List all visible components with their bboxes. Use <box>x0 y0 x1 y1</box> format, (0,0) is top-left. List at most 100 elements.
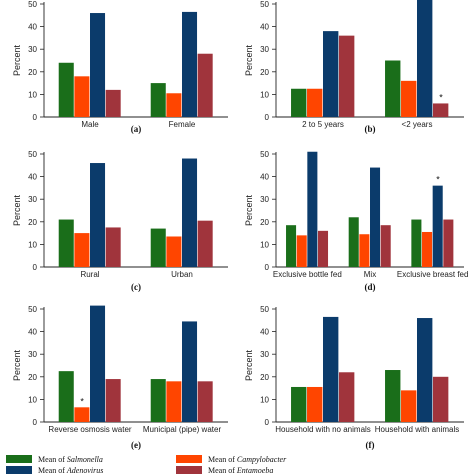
y-tick-label: 10 <box>28 240 37 249</box>
bar-entamoeba <box>338 35 355 117</box>
bar-salmonella <box>385 60 401 117</box>
bar-adenovirus <box>90 305 106 422</box>
y-tick-label: 0 <box>33 418 38 427</box>
legend-item-campylobacter: Mean of Campylobacter <box>176 455 287 464</box>
y-tick-label: 50 <box>260 150 269 159</box>
y-tick-label: 20 <box>28 218 37 227</box>
bar-campylobacter <box>401 80 417 117</box>
bar-entamoeba <box>197 220 213 267</box>
bar-adenovirus <box>417 318 433 422</box>
bar-salmonella <box>150 379 166 422</box>
bar-entamoeba <box>105 379 121 422</box>
bar-campylobacter <box>401 390 417 422</box>
bar-adenovirus <box>182 158 198 267</box>
y-tick-label: 40 <box>28 328 37 337</box>
panel-caption: (b) <box>365 124 376 134</box>
bar-salmonella <box>291 386 307 422</box>
y-tick-label: 40 <box>28 23 37 32</box>
bar-campylobacter <box>166 93 182 117</box>
y-tick-label: 20 <box>260 68 269 77</box>
panel-caption: (d) <box>365 282 376 292</box>
x-tick-label: Rural <box>80 270 99 279</box>
bar-entamoeba <box>380 225 391 267</box>
bar-entamoeba <box>197 381 213 422</box>
chart-panel-6: 0 10 20 30 40 50 Percent Household with no anim… <box>244 305 464 450</box>
y-tick-label: 30 <box>260 350 269 359</box>
panel-caption: (a) <box>131 124 142 134</box>
y-axis-label: Percent <box>12 349 22 381</box>
y-tick-label: 40 <box>260 173 269 182</box>
bar-campylobacter <box>296 235 307 267</box>
bar-adenovirus <box>307 151 318 267</box>
legend-label: Mean of Entamoeba <box>208 466 273 474</box>
y-axis-label: Percent <box>12 44 22 76</box>
bar-campylobacter <box>166 381 182 422</box>
bar-adenovirus <box>182 321 198 422</box>
y-tick-label: 40 <box>28 173 37 182</box>
bar-adenovirus <box>323 316 339 422</box>
bar-campylobacter <box>307 386 323 422</box>
legend-label: Mean of Salmonella <box>38 455 103 464</box>
bar-campylobacter <box>74 233 90 267</box>
bar-adenovirus <box>323 31 339 117</box>
y-tick-label: 0 <box>33 263 38 272</box>
x-tick-label: Exclusive breast fed <box>397 270 469 279</box>
bar-entamoeba <box>105 89 121 117</box>
bar-adenovirus <box>417 0 433 117</box>
y-tick-label: 30 <box>28 195 37 204</box>
y-tick-label: 30 <box>260 195 269 204</box>
y-tick-label: 50 <box>28 0 37 9</box>
y-axis-label: Percent <box>12 194 22 226</box>
legend: Mean of Salmonella Mean of Campylobacter M… <box>6 455 287 474</box>
bar-adenovirus <box>90 13 106 117</box>
x-tick-label: Reverse osmosis water <box>48 425 131 434</box>
chart-panel-1: 0 10 20 30 40 50 Percent Male Female (a) <box>12 0 228 134</box>
panel-caption: (f) <box>366 440 375 450</box>
x-tick-label: 2 to 5 years <box>302 120 344 129</box>
y-tick-label: 0 <box>33 113 38 122</box>
bar-entamoeba <box>443 219 454 267</box>
legend-swatch <box>6 455 32 463</box>
significance-star: * <box>436 175 440 185</box>
significance-star: * <box>439 92 443 102</box>
x-tick-label: Municipal (pipe) water <box>143 425 222 434</box>
chart-panel-5: 0 10 20 30 40 50 Percent Reverse osmosis water M… <box>12 305 228 450</box>
y-tick-label: 50 <box>28 305 37 314</box>
y-tick-label: 0 <box>265 263 270 272</box>
x-tick-label: Mix <box>364 270 376 279</box>
x-tick-label: <2 years <box>402 120 433 129</box>
y-tick-label: 40 <box>260 328 269 337</box>
y-tick-label: 20 <box>28 68 37 77</box>
x-tick-label: Male <box>81 120 99 129</box>
bar-campylobacter <box>422 231 433 267</box>
bar-campylobacter <box>74 407 90 422</box>
legend-item-salmonella: Mean of Salmonella <box>6 455 103 464</box>
y-tick-label: 10 <box>28 90 37 99</box>
y-tick-label: 50 <box>260 305 269 314</box>
y-tick-label: 30 <box>260 45 269 54</box>
bar-salmonella <box>150 83 166 117</box>
bar-salmonella <box>286 225 297 267</box>
chart-panel-2: 0 10 20 30 40 50 Percent 2 to 5 years <2 years * (… <box>244 0 464 134</box>
y-tick-label: 50 <box>28 150 37 159</box>
y-tick-label: 20 <box>28 373 37 382</box>
legend-swatch <box>6 466 32 474</box>
chart-panel-4: 0 10 20 30 40 50 Percent Exclusive bottle fed Mi… <box>244 150 468 292</box>
panel-caption: (c) <box>131 282 141 292</box>
bar-entamoeba <box>338 372 355 422</box>
bar-entamoeba <box>317 230 329 267</box>
y-tick-label: 20 <box>260 218 269 227</box>
bar-entamoeba <box>432 376 449 422</box>
x-tick-label: Household with animals <box>375 425 460 434</box>
legend-item-entamoeba: Mean of Entamoeba <box>176 466 273 474</box>
chart-panel-3: 0 10 20 30 40 50 Percent Rural Urban (c) <box>12 150 228 292</box>
bar-adenovirus <box>90 163 106 267</box>
x-tick-label: Female <box>169 120 196 129</box>
y-tick-label: 30 <box>28 45 37 54</box>
y-axis-label: Percent <box>244 194 254 226</box>
bar-entamoeba <box>432 103 449 117</box>
bar-entamoeba <box>197 53 213 117</box>
y-axis-label: Percent <box>244 349 254 381</box>
bar-salmonella <box>58 62 74 117</box>
